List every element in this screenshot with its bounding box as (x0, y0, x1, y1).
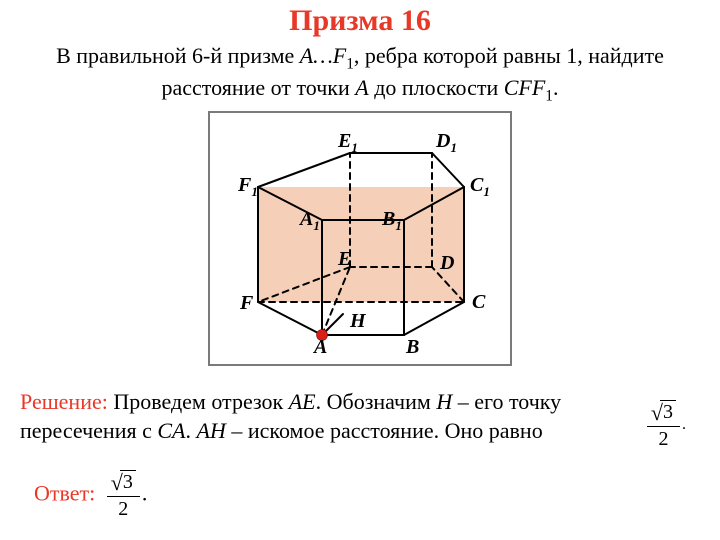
svg-text:F: F (239, 292, 254, 314)
solution-block: Решение: Проведем отрезок AE. Обозначим … (20, 388, 700, 445)
svg-text:D1: D1 (435, 130, 457, 155)
answer-label: Ответ: (34, 481, 95, 506)
problem-var: A…F (300, 43, 346, 68)
problem-text: до плоскости (369, 75, 504, 100)
solution-fraction: √3 2 . (645, 402, 686, 449)
solution-text: . (186, 418, 197, 443)
slide-title: Призма 16 (0, 0, 720, 38)
problem-text: В правильной 6-й призме (56, 43, 300, 68)
solution-label: Решение: (20, 389, 108, 414)
svg-text:D: D (439, 252, 454, 274)
problem-statement: В правильной 6-й призме A…F1, ребра кото… (0, 38, 720, 105)
solution-text: – его точку (452, 389, 561, 414)
svg-text:E: E (337, 248, 351, 270)
solution-var: CA (157, 418, 185, 443)
frac-den: 2 (647, 427, 680, 449)
solution-var: AH (197, 418, 226, 443)
problem-sub: 1 (346, 55, 354, 72)
answer-block: Ответ: √3 2 . (34, 472, 147, 519)
svg-text:A: A (312, 336, 327, 358)
problem-text: . (553, 75, 559, 100)
solution-text: Проведем отрезок (108, 389, 289, 414)
svg-text:C: C (472, 291, 486, 313)
svg-text:E1: E1 (337, 130, 358, 155)
svg-text:B: B (405, 336, 419, 358)
solution-text: – искомое расстояние. Оно равно (226, 418, 543, 443)
solution-var: H (436, 389, 452, 414)
problem-var: A (355, 75, 368, 100)
frac-num: 3 (120, 470, 136, 493)
solution-text: пересечения с (20, 418, 157, 443)
problem-sub: 1 (545, 87, 553, 104)
solution-text: . Обозначим (316, 389, 437, 414)
svg-text:F1: F1 (237, 174, 258, 199)
problem-var: CFF (504, 75, 546, 100)
prism-figure: ABCDEFA1B1C1D1E1F1H (208, 111, 512, 366)
svg-text:C1: C1 (470, 174, 490, 199)
svg-text:H: H (349, 310, 367, 332)
frac-num: 3 (660, 400, 676, 423)
solution-var: AE (289, 389, 316, 414)
frac-den: 2 (107, 497, 140, 519)
problem-text: , ребра которой равны 1, найдите (354, 43, 664, 68)
problem-text: расстояние от точки (162, 75, 356, 100)
